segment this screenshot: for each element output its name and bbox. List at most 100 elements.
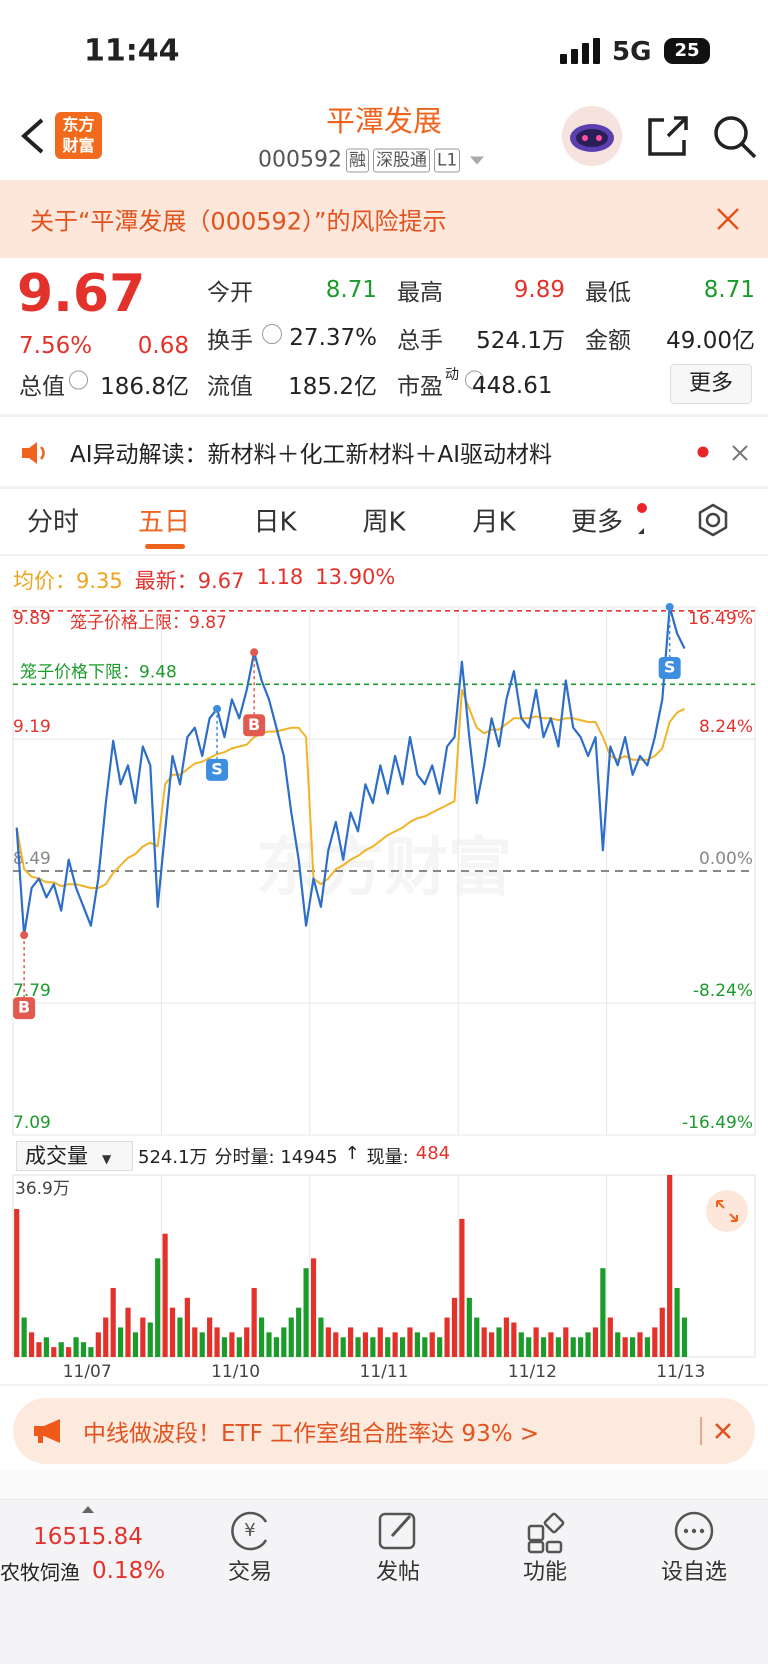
volume-bar bbox=[155, 1258, 161, 1357]
post-icon[interactable] bbox=[378, 1512, 416, 1550]
avg-line bbox=[15, 689, 685, 889]
tab[interactable]: 日K bbox=[253, 507, 297, 538]
volume-bar bbox=[147, 1322, 153, 1357]
index-value[interactable]: 16515.84 bbox=[33, 1524, 143, 1550]
field-value: 8.71 bbox=[325, 277, 377, 303]
close-icon[interactable] bbox=[716, 207, 740, 231]
volume-bar bbox=[414, 1332, 420, 1357]
search-icon[interactable] bbox=[712, 114, 758, 160]
function-icon[interactable] bbox=[527, 1512, 565, 1554]
volume-bar bbox=[437, 1337, 443, 1357]
stock-code-row: 000592 融 深股通 L1 bbox=[258, 148, 488, 173]
expand-arrow[interactable] bbox=[81, 1505, 95, 1514]
last-price: 9.67 bbox=[17, 264, 146, 324]
volume-bar bbox=[422, 1337, 428, 1357]
nav-label[interactable]: 功能 bbox=[522, 1560, 567, 1585]
volume-bar bbox=[407, 1327, 413, 1357]
volume-bar bbox=[95, 1332, 101, 1357]
y2-tick-label: -8.24% bbox=[693, 981, 753, 1001]
volume-bar bbox=[162, 1233, 168, 1357]
volume-bar bbox=[296, 1307, 302, 1357]
field-label: 换手 bbox=[207, 328, 253, 354]
nav-label[interactable]: 发帖 bbox=[375, 1560, 420, 1585]
watchlist-icon[interactable] bbox=[674, 1511, 714, 1551]
field-label: 流值 bbox=[207, 374, 253, 400]
volume-bar bbox=[310, 1258, 317, 1357]
svg-text:¥: ¥ bbox=[244, 1520, 255, 1541]
close-icon[interactable] bbox=[731, 444, 749, 462]
volume-selector[interactable]: 成交量 ▼ bbox=[16, 1141, 133, 1171]
cage-label: 笼子价格上限：9.87 bbox=[70, 613, 227, 633]
change-pct: 13.90% bbox=[315, 565, 396, 589]
now-label: 现量: bbox=[366, 1147, 409, 1168]
dropdown-arrow[interactable] bbox=[468, 154, 488, 166]
index-change[interactable]: 0.18% bbox=[92, 1558, 166, 1584]
back-button[interactable] bbox=[18, 116, 48, 156]
field-value: 186.8亿 bbox=[100, 374, 189, 400]
tab[interactable]: 五日 bbox=[137, 507, 190, 538]
more-button[interactable]: 更多 bbox=[670, 364, 752, 404]
volume-bar bbox=[555, 1337, 561, 1357]
ai-banner-text[interactable]: AI异动解读：新材料＋化工新材料＋AI驱动材料 bbox=[70, 442, 553, 468]
y-tick-label: 9.89 bbox=[13, 609, 51, 629]
volume-label: 成交量 bbox=[25, 1144, 88, 1168]
trade-point bbox=[213, 704, 222, 713]
volume-bar bbox=[169, 1307, 176, 1357]
tab[interactable]: 月K bbox=[472, 507, 516, 538]
volume-bar bbox=[36, 1342, 42, 1357]
logo-text: 东方 bbox=[62, 115, 95, 134]
expand-icon bbox=[716, 1200, 738, 1222]
trade-icon[interactable]: ¥ bbox=[231, 1511, 268, 1551]
risk-alert-text[interactable]: 关于“平潭发展（000592）”的风险提示 bbox=[30, 207, 447, 236]
promo-banner[interactable] bbox=[13, 1398, 755, 1464]
divider bbox=[0, 1384, 768, 1386]
volume-bar bbox=[496, 1327, 502, 1357]
volume-bar bbox=[503, 1317, 510, 1357]
share-icon[interactable] bbox=[646, 114, 690, 158]
trade-label: S bbox=[211, 759, 223, 778]
promo-text[interactable]: 中线做波段！ETF 工作室组合胜率达 93% > bbox=[83, 1421, 540, 1447]
risk-alert[interactable] bbox=[0, 180, 768, 258]
volume-bar bbox=[140, 1317, 146, 1357]
close-icon[interactable] bbox=[714, 1422, 732, 1440]
assistant-avatar[interactable] bbox=[560, 104, 626, 168]
field-sup: 动 bbox=[445, 367, 459, 383]
now-volume: 484 bbox=[415, 1143, 451, 1164]
volume-bar bbox=[459, 1218, 465, 1357]
field-value: 8.71 bbox=[703, 277, 755, 303]
volume-bar bbox=[652, 1327, 658, 1357]
y2-tick-label: 8.24% bbox=[699, 717, 753, 737]
volume-bar bbox=[355, 1337, 361, 1357]
cage-label-text: 笼子价格上限： bbox=[70, 613, 189, 633]
volume-bar bbox=[21, 1317, 27, 1357]
trade-point bbox=[250, 648, 259, 657]
volume-bar bbox=[14, 1209, 20, 1357]
field-label: 总手 bbox=[397, 328, 443, 354]
tab[interactable]: 分时 bbox=[26, 507, 79, 538]
speaker-icon bbox=[22, 442, 45, 464]
change: 1.18 bbox=[256, 565, 304, 589]
tab[interactable]: 更多 bbox=[570, 507, 623, 538]
nav-label[interactable]: 交易 bbox=[227, 1560, 272, 1585]
volume-bar bbox=[667, 1175, 673, 1357]
tab[interactable]: 周K bbox=[362, 507, 406, 538]
volume-bar bbox=[481, 1327, 487, 1357]
nav-label[interactable]: 设自选 bbox=[660, 1560, 727, 1585]
index-name[interactable]: 农牧饲渔 bbox=[0, 1560, 80, 1585]
battery: 25 bbox=[664, 38, 710, 64]
x-tick-label: 11/12 bbox=[508, 1362, 557, 1382]
volume-bar bbox=[318, 1317, 324, 1357]
last-value: 9.67 bbox=[197, 569, 245, 593]
field-value: 185.2亿 bbox=[288, 374, 377, 400]
expand-button[interactable] bbox=[706, 1190, 748, 1232]
volume-bar bbox=[192, 1327, 198, 1357]
volume-bar bbox=[325, 1327, 331, 1357]
settings-icon[interactable] bbox=[696, 503, 730, 537]
trade-label: B bbox=[248, 715, 260, 734]
volume-bar bbox=[362, 1332, 369, 1357]
tag: 深股通 bbox=[372, 148, 430, 172]
divider bbox=[0, 554, 768, 556]
divider bbox=[0, 414, 768, 417]
volume-bar bbox=[392, 1332, 398, 1357]
volume-bar bbox=[548, 1332, 554, 1357]
